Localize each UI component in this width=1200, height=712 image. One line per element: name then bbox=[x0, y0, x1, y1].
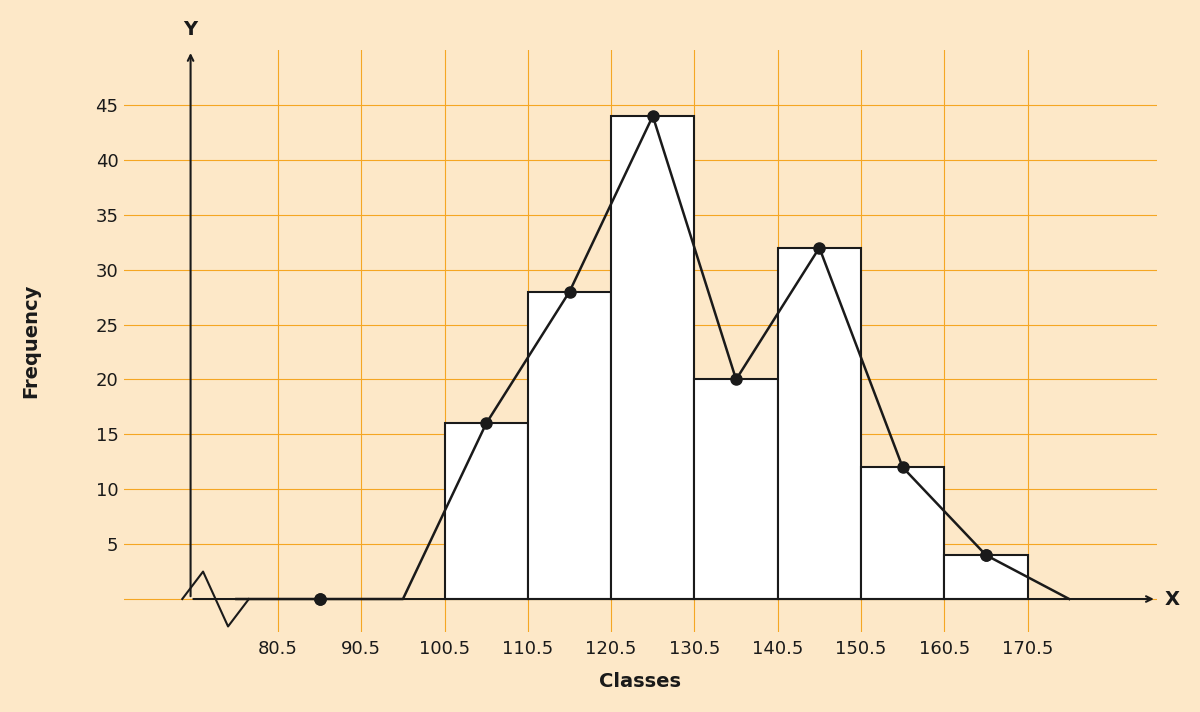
Text: X: X bbox=[1165, 590, 1180, 609]
Bar bbox=[778, 248, 862, 599]
Point bbox=[726, 374, 745, 385]
Bar bbox=[944, 555, 1027, 599]
Bar bbox=[444, 424, 528, 599]
Bar bbox=[528, 292, 611, 599]
Point bbox=[643, 110, 662, 122]
Bar bbox=[862, 467, 944, 599]
Point bbox=[310, 593, 329, 604]
Point bbox=[810, 242, 829, 253]
Bar bbox=[611, 116, 695, 599]
Y-axis label: Frequency: Frequency bbox=[20, 284, 40, 398]
Bar bbox=[695, 379, 778, 599]
X-axis label: Classes: Classes bbox=[599, 672, 682, 691]
Point bbox=[310, 593, 329, 604]
Point bbox=[977, 550, 996, 561]
Point bbox=[977, 550, 996, 561]
Point bbox=[560, 286, 580, 298]
Point bbox=[476, 418, 496, 429]
Point bbox=[893, 461, 912, 473]
Text: Y: Y bbox=[184, 20, 198, 39]
